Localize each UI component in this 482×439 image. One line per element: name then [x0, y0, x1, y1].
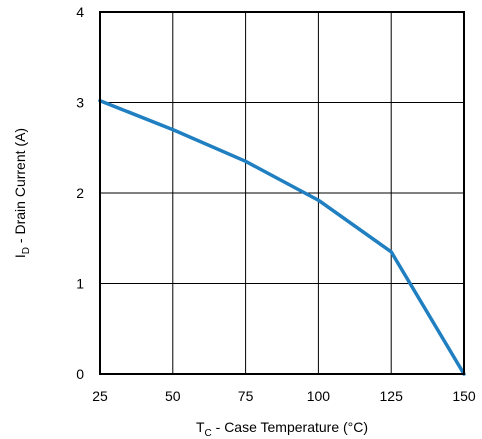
x-axis-title-subscript: C: [205, 428, 212, 439]
y-tick-label: 4: [76, 4, 84, 20]
x-axis-title-main: T: [196, 419, 205, 435]
y-tick-label: 2: [76, 185, 84, 201]
x-tick-label: 25: [92, 388, 108, 404]
y-tick-label: 1: [76, 276, 84, 292]
y-axis-title-main: I: [12, 254, 28, 258]
y-axis-title: ID - Drain Current (A): [12, 128, 32, 258]
x-tick-labels: 25 50 75 100 125 150: [92, 388, 476, 404]
y-axis-title-rest: - Drain Current (A): [12, 128, 28, 247]
x-tick-label: 50: [165, 388, 181, 404]
x-axis-title: TC - Case Temperature (°C): [196, 419, 368, 439]
plot-frame: [99, 11, 465, 375]
grid-lines: [99, 11, 465, 375]
series-line: [98, 98, 466, 376]
y-tick-labels: 0 1 2 3 4: [76, 4, 84, 382]
x-axis-title-rest: - Case Temperature (°C): [212, 419, 368, 435]
x-tick-label: 150: [452, 388, 476, 404]
y-tick-label: 3: [76, 95, 84, 111]
y-axis-title-subscript: D: [21, 247, 32, 254]
series-group: [98, 98, 466, 376]
x-tick-label: 100: [307, 388, 331, 404]
x-tick-label: 125: [380, 388, 404, 404]
x-tick-label: 75: [238, 388, 254, 404]
y-tick-label: 0: [76, 366, 84, 382]
